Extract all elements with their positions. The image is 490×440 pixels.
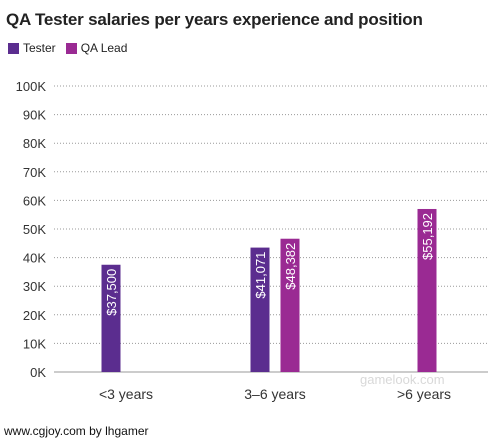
bar-value-label: $55,192 [420, 213, 435, 260]
y-tick-label: 60K [23, 193, 46, 208]
legend-label-tester: Tester [23, 41, 56, 55]
y-tick-label: 20K [23, 308, 46, 323]
legend-label-qa-lead: QA Lead [80, 41, 128, 55]
bar-value-label: $41,071 [253, 252, 268, 299]
watermark: gamelook.com [360, 372, 445, 387]
y-tick-label: 40K [23, 251, 46, 266]
y-tick-label: 90K [23, 108, 46, 123]
chart-title: QA Tester salaries per years experience … [6, 10, 423, 29]
bar-qa-lead [280, 238, 300, 372]
y-tick-label: 70K [23, 165, 46, 180]
y-tick-label: 80K [23, 136, 46, 151]
x-tick-label: 3–6 years [244, 386, 305, 402]
legend-item-tester: Tester [8, 41, 56, 55]
y-tick-label: 10K [23, 336, 46, 351]
bar-chart: 0K 10K 20K 30K 40K 50K 60K 70K 80K 90K 100K $37,500… [16, 79, 488, 402]
x-tick-label: <3 years [99, 386, 153, 402]
bar-tester [101, 264, 121, 372]
legend: Tester QA Lead [8, 41, 127, 55]
legend-item-qa-lead: QA Lead [65, 41, 128, 55]
y-tick-label: 100K [16, 79, 47, 94]
bar-value-label: $48,382 [283, 243, 298, 290]
credit-text: www.cgjoy.com by lhgamer [4, 424, 149, 438]
x-tick-label: >6 years [397, 386, 451, 402]
bar-tester [250, 247, 270, 372]
bar-qa-lead [417, 208, 437, 372]
legend-swatch-qa-lead [65, 42, 77, 54]
y-tick-label: 0K [30, 365, 46, 380]
y-tick-label: 30K [23, 279, 46, 294]
y-tick-label: 50K [23, 222, 46, 237]
bar-value-label: $37,500 [104, 269, 119, 316]
legend-swatch-tester [8, 42, 19, 54]
